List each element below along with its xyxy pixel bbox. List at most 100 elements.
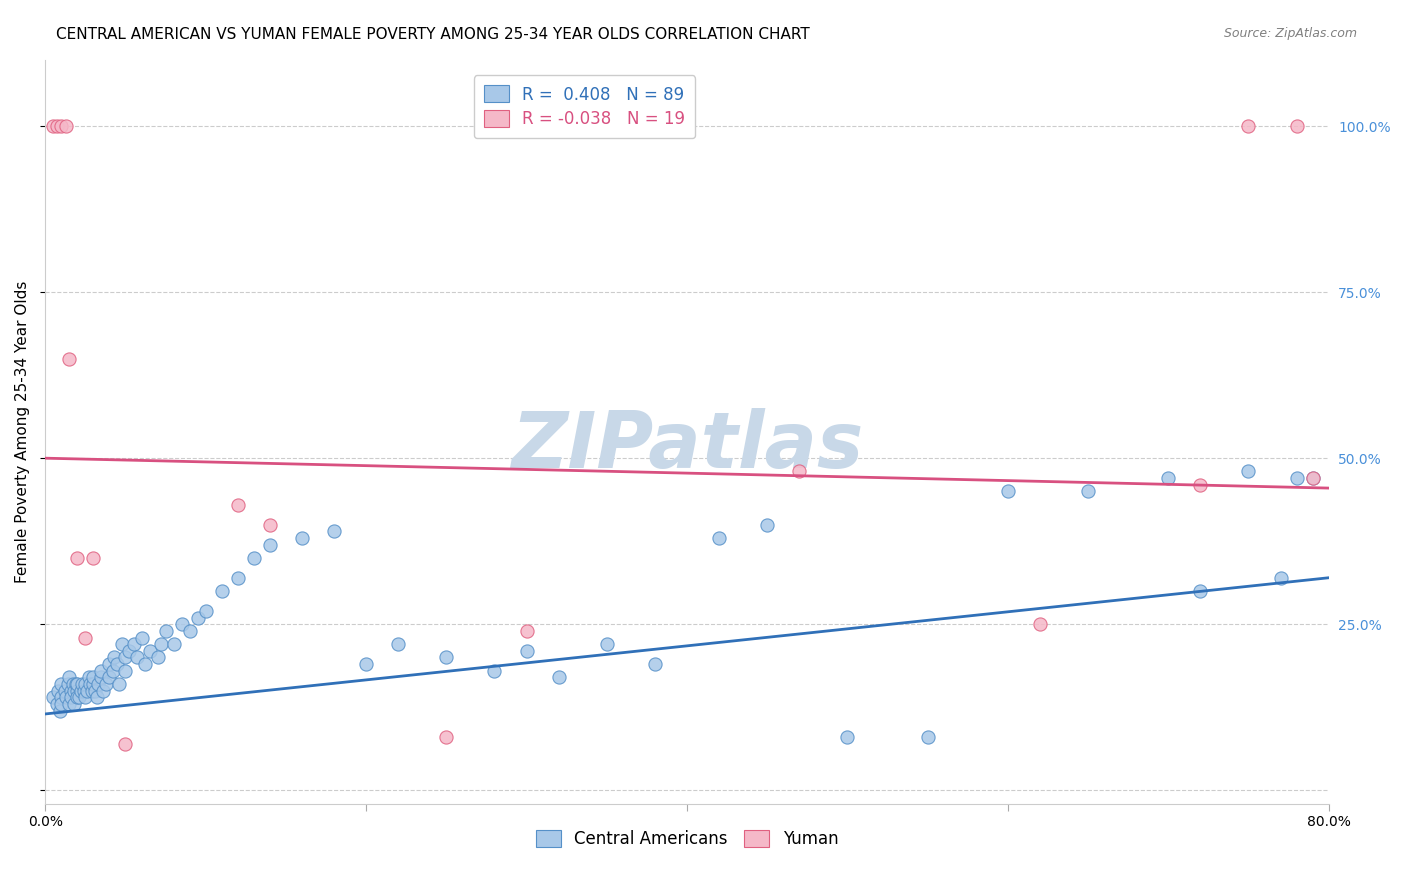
Point xyxy=(114,737,136,751)
Y-axis label: Female Poverty Among 25-34 Year Olds: Female Poverty Among 25-34 Year Olds xyxy=(15,280,30,582)
Point xyxy=(226,571,249,585)
Point xyxy=(75,631,97,645)
Point xyxy=(644,657,666,672)
Point xyxy=(134,657,156,672)
Point xyxy=(96,677,118,691)
Point xyxy=(80,683,103,698)
Point xyxy=(111,637,134,651)
Point xyxy=(66,683,89,698)
Point xyxy=(596,637,619,651)
Point xyxy=(259,537,281,551)
Point xyxy=(1157,471,1180,485)
Point xyxy=(122,637,145,651)
Point xyxy=(434,650,457,665)
Point xyxy=(53,683,76,698)
Point xyxy=(1189,477,1212,491)
Point xyxy=(259,517,281,532)
Point xyxy=(59,690,82,705)
Point xyxy=(131,631,153,645)
Point xyxy=(997,484,1019,499)
Point xyxy=(51,677,73,691)
Point xyxy=(98,670,121,684)
Point xyxy=(79,677,101,691)
Point xyxy=(114,664,136,678)
Point xyxy=(547,670,569,684)
Point xyxy=(101,664,124,678)
Point xyxy=(75,677,97,691)
Point xyxy=(65,677,87,691)
Point xyxy=(354,657,377,672)
Point xyxy=(67,690,90,705)
Point xyxy=(1285,119,1308,133)
Point xyxy=(125,650,148,665)
Point xyxy=(70,677,93,691)
Point xyxy=(91,683,114,698)
Point xyxy=(1270,571,1292,585)
Point xyxy=(55,690,77,705)
Point xyxy=(58,670,80,684)
Point xyxy=(146,650,169,665)
Point xyxy=(118,644,141,658)
Point xyxy=(86,690,108,705)
Point xyxy=(51,690,73,705)
Text: ZIPatlas: ZIPatlas xyxy=(510,409,863,484)
Point xyxy=(82,550,104,565)
Point xyxy=(434,730,457,744)
Point xyxy=(90,664,112,678)
Point xyxy=(42,119,65,133)
Point xyxy=(323,524,346,539)
Point xyxy=(98,657,121,672)
Point xyxy=(77,670,100,684)
Point xyxy=(51,697,73,711)
Point xyxy=(243,550,266,565)
Point xyxy=(515,644,537,658)
Point xyxy=(155,624,177,638)
Point xyxy=(149,637,172,651)
Point xyxy=(82,677,104,691)
Point xyxy=(1302,471,1324,485)
Point xyxy=(114,650,136,665)
Point xyxy=(1237,465,1260,479)
Point xyxy=(55,119,77,133)
Point xyxy=(787,465,810,479)
Point xyxy=(82,670,104,684)
Legend: Central Americans, Yuman: Central Americans, Yuman xyxy=(529,823,845,855)
Point xyxy=(45,119,67,133)
Point xyxy=(45,697,67,711)
Point xyxy=(107,657,129,672)
Point xyxy=(63,683,86,698)
Point xyxy=(226,498,249,512)
Point xyxy=(837,730,859,744)
Point xyxy=(1285,471,1308,485)
Text: Source: ZipAtlas.com: Source: ZipAtlas.com xyxy=(1223,27,1357,40)
Point xyxy=(291,531,314,545)
Text: CENTRAL AMERICAN VS YUMAN FEMALE POVERTY AMONG 25-34 YEAR OLDS CORRELATION CHART: CENTRAL AMERICAN VS YUMAN FEMALE POVERTY… xyxy=(56,27,810,42)
Point xyxy=(1302,471,1324,485)
Point xyxy=(84,683,107,698)
Point xyxy=(90,670,112,684)
Point xyxy=(1077,484,1099,499)
Point xyxy=(170,617,193,632)
Point xyxy=(66,550,89,565)
Point xyxy=(1029,617,1052,632)
Point xyxy=(42,690,65,705)
Point xyxy=(58,697,80,711)
Point xyxy=(756,517,779,532)
Point xyxy=(76,683,98,698)
Point xyxy=(56,677,79,691)
Point xyxy=(917,730,939,744)
Point xyxy=(1237,119,1260,133)
Point xyxy=(1189,584,1212,599)
Point xyxy=(48,704,70,718)
Point xyxy=(46,683,69,698)
Point xyxy=(69,683,91,698)
Point xyxy=(103,650,125,665)
Point xyxy=(73,683,96,698)
Point xyxy=(187,610,209,624)
Point xyxy=(66,690,89,705)
Point xyxy=(87,677,110,691)
Point xyxy=(194,604,217,618)
Point xyxy=(162,637,184,651)
Point xyxy=(179,624,201,638)
Point xyxy=(387,637,409,651)
